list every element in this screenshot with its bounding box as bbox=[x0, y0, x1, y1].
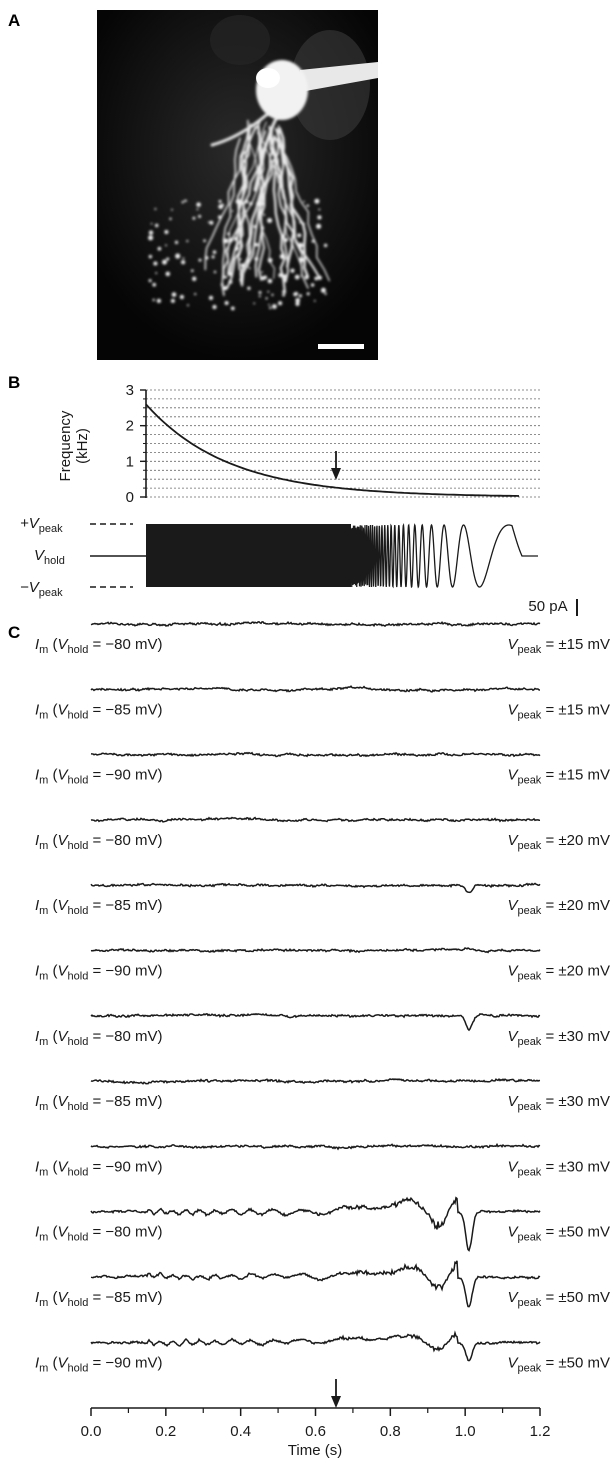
svg-text:−Vpeak: −Vpeak bbox=[20, 579, 63, 599]
chirp-dense-block bbox=[146, 524, 351, 587]
trace-label-hold: Im (Vhold = −85 mV) bbox=[35, 701, 163, 721]
time-tick-label: 0.2 bbox=[155, 1423, 176, 1440]
trace-label-hold: Im (Vhold = −85 mV) bbox=[35, 1093, 163, 1113]
trace-label-hold: Im (Vhold = −85 mV) bbox=[35, 1289, 163, 1309]
trace-label-hold: Im (Vhold = −90 mV) bbox=[35, 1158, 163, 1178]
trace-line bbox=[90, 1077, 541, 1085]
frequency-plot: 3 2 1 0 Frequency (kHz) bbox=[57, 382, 540, 506]
trace-label-peak: Vpeak = ±50 mV bbox=[507, 1354, 610, 1374]
panel-label-a: A bbox=[8, 11, 20, 30]
trace-label-peak: Vpeak = ±20 mV bbox=[507, 963, 610, 983]
trace-label-peak: Vpeak = ±20 mV bbox=[507, 897, 610, 917]
pipette-shape bbox=[300, 62, 378, 92]
frequency-curve bbox=[145, 403, 520, 497]
panel-label-c: C bbox=[8, 623, 20, 642]
trace-line bbox=[90, 947, 541, 954]
frequency-grid bbox=[146, 389, 540, 498]
time-tick-label: 0.0 bbox=[81, 1423, 102, 1440]
label-plus-vpeak: +Vpeak bbox=[20, 515, 63, 535]
neuron-micrograph-icon bbox=[97, 10, 378, 360]
frequency-tick-label: 3 bbox=[126, 382, 134, 399]
trace-label-peak: Vpeak = ±15 mV bbox=[507, 701, 610, 721]
time-tick-label: 1.0 bbox=[455, 1423, 476, 1440]
frequency-ticks: 3 2 1 0 bbox=[126, 382, 146, 506]
micrograph-scale-bar bbox=[318, 344, 364, 349]
trace-label-hold: Im (Vhold = −80 mV) bbox=[35, 636, 163, 656]
trace-label-hold: Im (Vhold = −80 mV) bbox=[35, 1028, 163, 1048]
label-vhold: Vhold bbox=[34, 547, 65, 567]
trace-label-hold: Im (Vhold = −90 mV) bbox=[35, 963, 163, 983]
label-minus-vpeak: −Vpeak bbox=[20, 579, 63, 599]
trace-line bbox=[90, 1196, 541, 1252]
trace-label-peak: Vpeak = ±15 mV bbox=[507, 636, 610, 656]
trace-label-peak: Vpeak = ±15 mV bbox=[507, 767, 610, 787]
trace-label-hold: Im (Vhold = −85 mV) bbox=[35, 897, 163, 917]
time-tick-label: 0.4 bbox=[230, 1423, 251, 1440]
trace-label-peak: Vpeak = ±50 mV bbox=[507, 1289, 610, 1309]
arrow-frequency-icon bbox=[331, 451, 341, 480]
scale-bar-label: 50 pA bbox=[528, 598, 567, 615]
trace-line bbox=[90, 1012, 541, 1032]
trace-label-hold: Im (Vhold = −90 mV) bbox=[35, 767, 163, 787]
trace-label-hold: Im (Vhold = −90 mV) bbox=[35, 1354, 163, 1374]
svg-text:Vhold: Vhold bbox=[34, 547, 65, 567]
trace-label-peak: Vpeak = ±50 mV bbox=[507, 1224, 610, 1244]
panel-label-b: B bbox=[8, 373, 20, 392]
arrow-trace-icon bbox=[331, 1379, 341, 1408]
trace-line bbox=[90, 1260, 541, 1308]
frequency-tick-label: 0 bbox=[126, 489, 134, 506]
trace-line bbox=[90, 620, 541, 628]
trace-line bbox=[90, 1330, 541, 1362]
frequency-ylabel-line1: Frequency bbox=[57, 410, 74, 481]
current-traces: Im (Vhold = −80 mV) Vpeak = ±15 mV Im (Vho… bbox=[35, 620, 610, 1374]
trace-label-hold: Im (Vhold = −80 mV) bbox=[35, 832, 163, 852]
frequency-ylabel-line2: (kHz) bbox=[74, 428, 91, 464]
trace-line bbox=[90, 751, 541, 758]
svg-text:+Vpeak: +Vpeak bbox=[20, 515, 63, 535]
voltage-stimulus: +Vpeak Vhold −Vpeak bbox=[20, 515, 538, 599]
time-tick-label: 0.6 bbox=[305, 1423, 326, 1440]
time-tick-label: 0.8 bbox=[380, 1423, 401, 1440]
trace-line bbox=[90, 1142, 541, 1151]
chirp-waveform bbox=[349, 522, 538, 589]
trace-label-peak: Vpeak = ±30 mV bbox=[507, 1158, 610, 1178]
trace-label-hold: Im (Vhold = −80 mV) bbox=[35, 1224, 163, 1244]
trace-label-peak: Vpeak = ±20 mV bbox=[507, 832, 610, 852]
trace-line bbox=[90, 816, 541, 823]
trace-line bbox=[90, 685, 541, 693]
trace-label-peak: Vpeak = ±30 mV bbox=[507, 1093, 610, 1113]
time-axis: 0.0 0.2 0.4 0.6 0.8 1.0 1.2 Time (s) bbox=[81, 1407, 551, 1459]
frequency-tick-label: 1 bbox=[126, 453, 134, 470]
trace-line bbox=[90, 882, 541, 894]
time-tick-label: 1.2 bbox=[530, 1423, 551, 1440]
time-ticks: 0.0 0.2 0.4 0.6 0.8 1.0 1.2 bbox=[81, 1408, 551, 1440]
time-axis-label: Time (s) bbox=[288, 1442, 342, 1459]
frequency-tick-label: 2 bbox=[126, 418, 134, 435]
trace-label-peak: Vpeak = ±30 mV bbox=[507, 1028, 610, 1048]
